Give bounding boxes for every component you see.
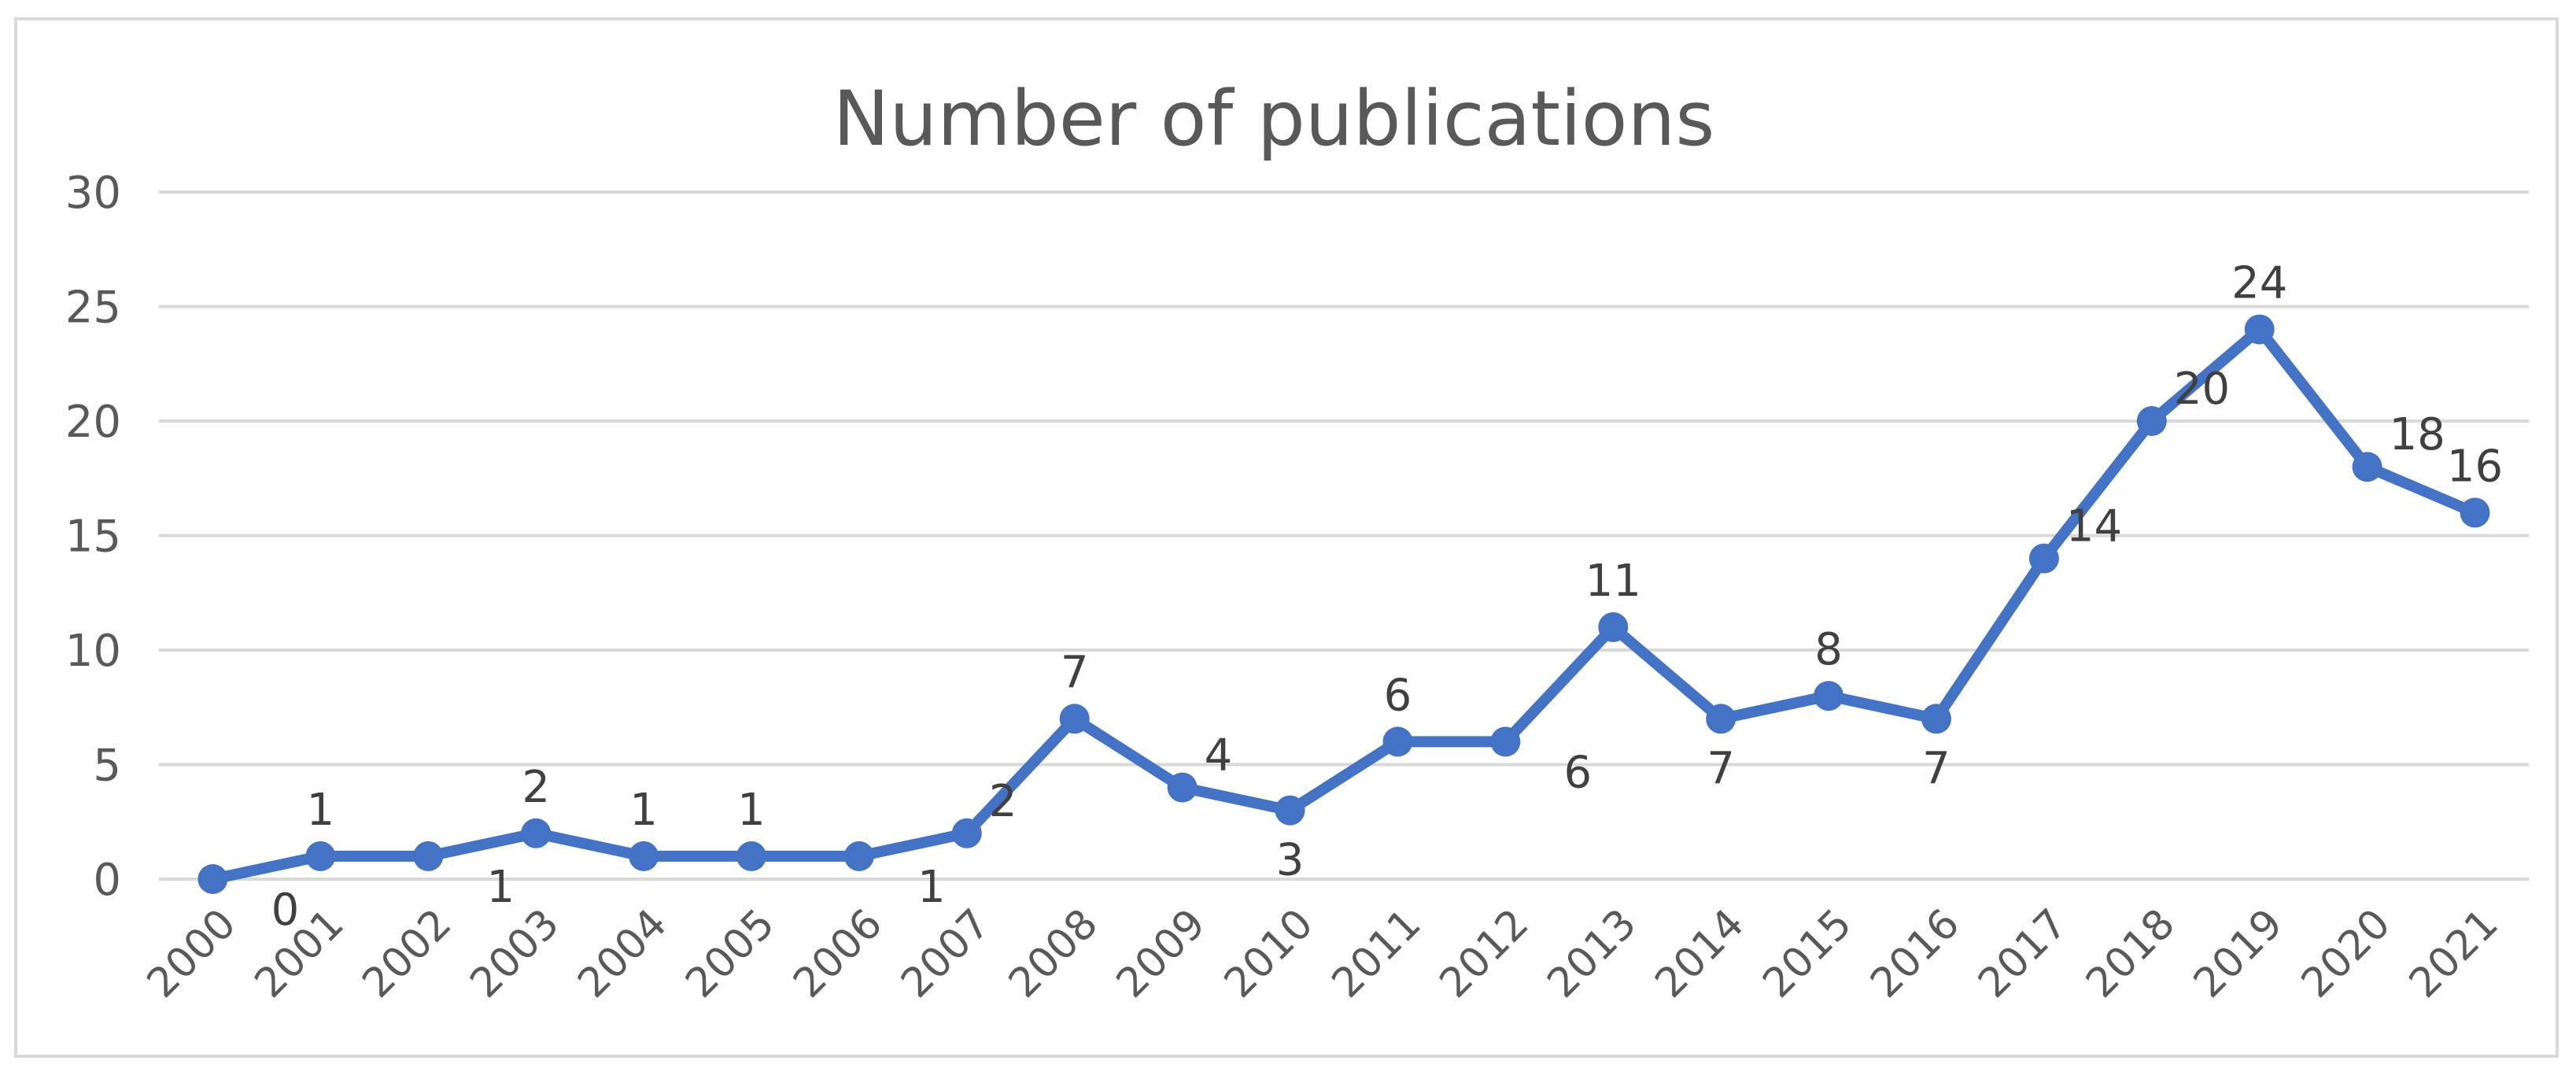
data-label: 6 xyxy=(1384,670,1412,721)
data-point xyxy=(843,841,874,871)
y-tick-label: 25 xyxy=(65,283,121,334)
chart-title: Number of publications xyxy=(833,75,1715,163)
data-point xyxy=(305,841,336,871)
data-label: 2 xyxy=(522,762,550,813)
x-tick-label: 2018 xyxy=(2077,900,2184,1007)
data-label: 7 xyxy=(1922,743,1950,794)
data-label: 7 xyxy=(1707,743,1735,794)
data-point xyxy=(1167,772,1198,803)
data-label: 1 xyxy=(307,785,335,836)
data-point xyxy=(1382,726,1413,757)
x-axis-tick-labels: 2000 2001 2002 2003 2004 2005 2006 2007 2008 2009… xyxy=(138,900,2508,1007)
series-line xyxy=(207,323,2481,885)
data-point xyxy=(1706,704,1736,734)
x-tick-label: 2000 xyxy=(138,900,245,1007)
y-tick-label: 30 xyxy=(65,168,121,219)
x-tick-label: 2009 xyxy=(1108,900,1215,1007)
data-label: 18 xyxy=(2390,409,2445,460)
data-point xyxy=(1059,704,1090,734)
data-point xyxy=(2352,452,2382,482)
data-label: 7 xyxy=(1061,647,1089,698)
data-label: 2 xyxy=(989,776,1017,827)
data-label: 6 xyxy=(1564,747,1592,798)
data-point xyxy=(197,864,228,894)
chart-frame: Number of publications 0 5 10 15 20 25 30 2000… xyxy=(14,17,2559,1058)
data-point xyxy=(2244,314,2275,345)
data-label: 14 xyxy=(2066,501,2122,552)
data-point xyxy=(2460,497,2490,528)
data-point xyxy=(1814,681,1844,711)
x-tick-label: 2002 xyxy=(353,900,460,1007)
data-point xyxy=(629,841,659,871)
y-tick-label: 10 xyxy=(65,626,121,677)
x-tick-label: 2021 xyxy=(2401,900,2508,1007)
data-label: 16 xyxy=(2447,441,2503,492)
data-point xyxy=(1598,612,1629,642)
x-tick-label: 2006 xyxy=(784,900,891,1007)
x-tick-label: 2016 xyxy=(1862,900,1969,1007)
y-tick-label: 15 xyxy=(65,512,121,563)
data-point xyxy=(736,841,766,871)
data-point xyxy=(951,818,982,848)
data-label: 1 xyxy=(629,785,658,836)
x-tick-label: 2015 xyxy=(1754,900,1861,1007)
y-axis-tick-labels: 0 5 10 15 20 25 30 xyxy=(65,168,121,906)
data-label: 8 xyxy=(1814,624,1843,675)
data-points xyxy=(197,314,2490,894)
data-label: 0 xyxy=(271,885,300,936)
x-tick-label: 2008 xyxy=(1000,900,1107,1007)
data-label: 1 xyxy=(917,862,946,913)
x-tick-label: 2020 xyxy=(2293,900,2400,1007)
x-tick-label: 2011 xyxy=(1323,900,1430,1007)
data-point xyxy=(521,818,552,848)
data-label: 24 xyxy=(2231,258,2287,309)
data-label: 1 xyxy=(737,785,766,836)
data-point xyxy=(1921,704,1951,734)
data-label: 3 xyxy=(1276,835,1305,886)
data-label: 1 xyxy=(486,862,515,913)
x-tick-label: 2003 xyxy=(461,900,568,1007)
data-point xyxy=(413,841,444,871)
x-tick-label: 2017 xyxy=(1969,900,2076,1007)
data-label: 11 xyxy=(1585,556,1641,607)
x-tick-label: 2005 xyxy=(677,900,784,1007)
x-tick-label: 2013 xyxy=(1538,900,1645,1007)
x-tick-label: 2014 xyxy=(1646,900,1753,1007)
data-point xyxy=(1490,726,1521,757)
x-tick-label: 2012 xyxy=(1431,900,1538,1007)
data-point xyxy=(2136,406,2167,436)
x-tick-label: 2007 xyxy=(892,900,999,1007)
data-point xyxy=(1275,795,1305,826)
data-point xyxy=(2028,543,2059,574)
x-tick-label: 2001 xyxy=(246,900,353,1007)
gridlines xyxy=(159,190,2529,881)
x-tick-label: 2010 xyxy=(1216,900,1323,1007)
x-tick-label: 2004 xyxy=(569,900,676,1007)
y-tick-label: 20 xyxy=(65,397,121,448)
data-label: 4 xyxy=(1205,730,1233,782)
y-tick-label: 0 xyxy=(93,855,121,906)
series-line-layer xyxy=(207,323,2481,885)
y-tick-label: 5 xyxy=(93,741,121,792)
data-label: 20 xyxy=(2174,364,2230,415)
x-tick-label: 2019 xyxy=(2185,900,2292,1007)
